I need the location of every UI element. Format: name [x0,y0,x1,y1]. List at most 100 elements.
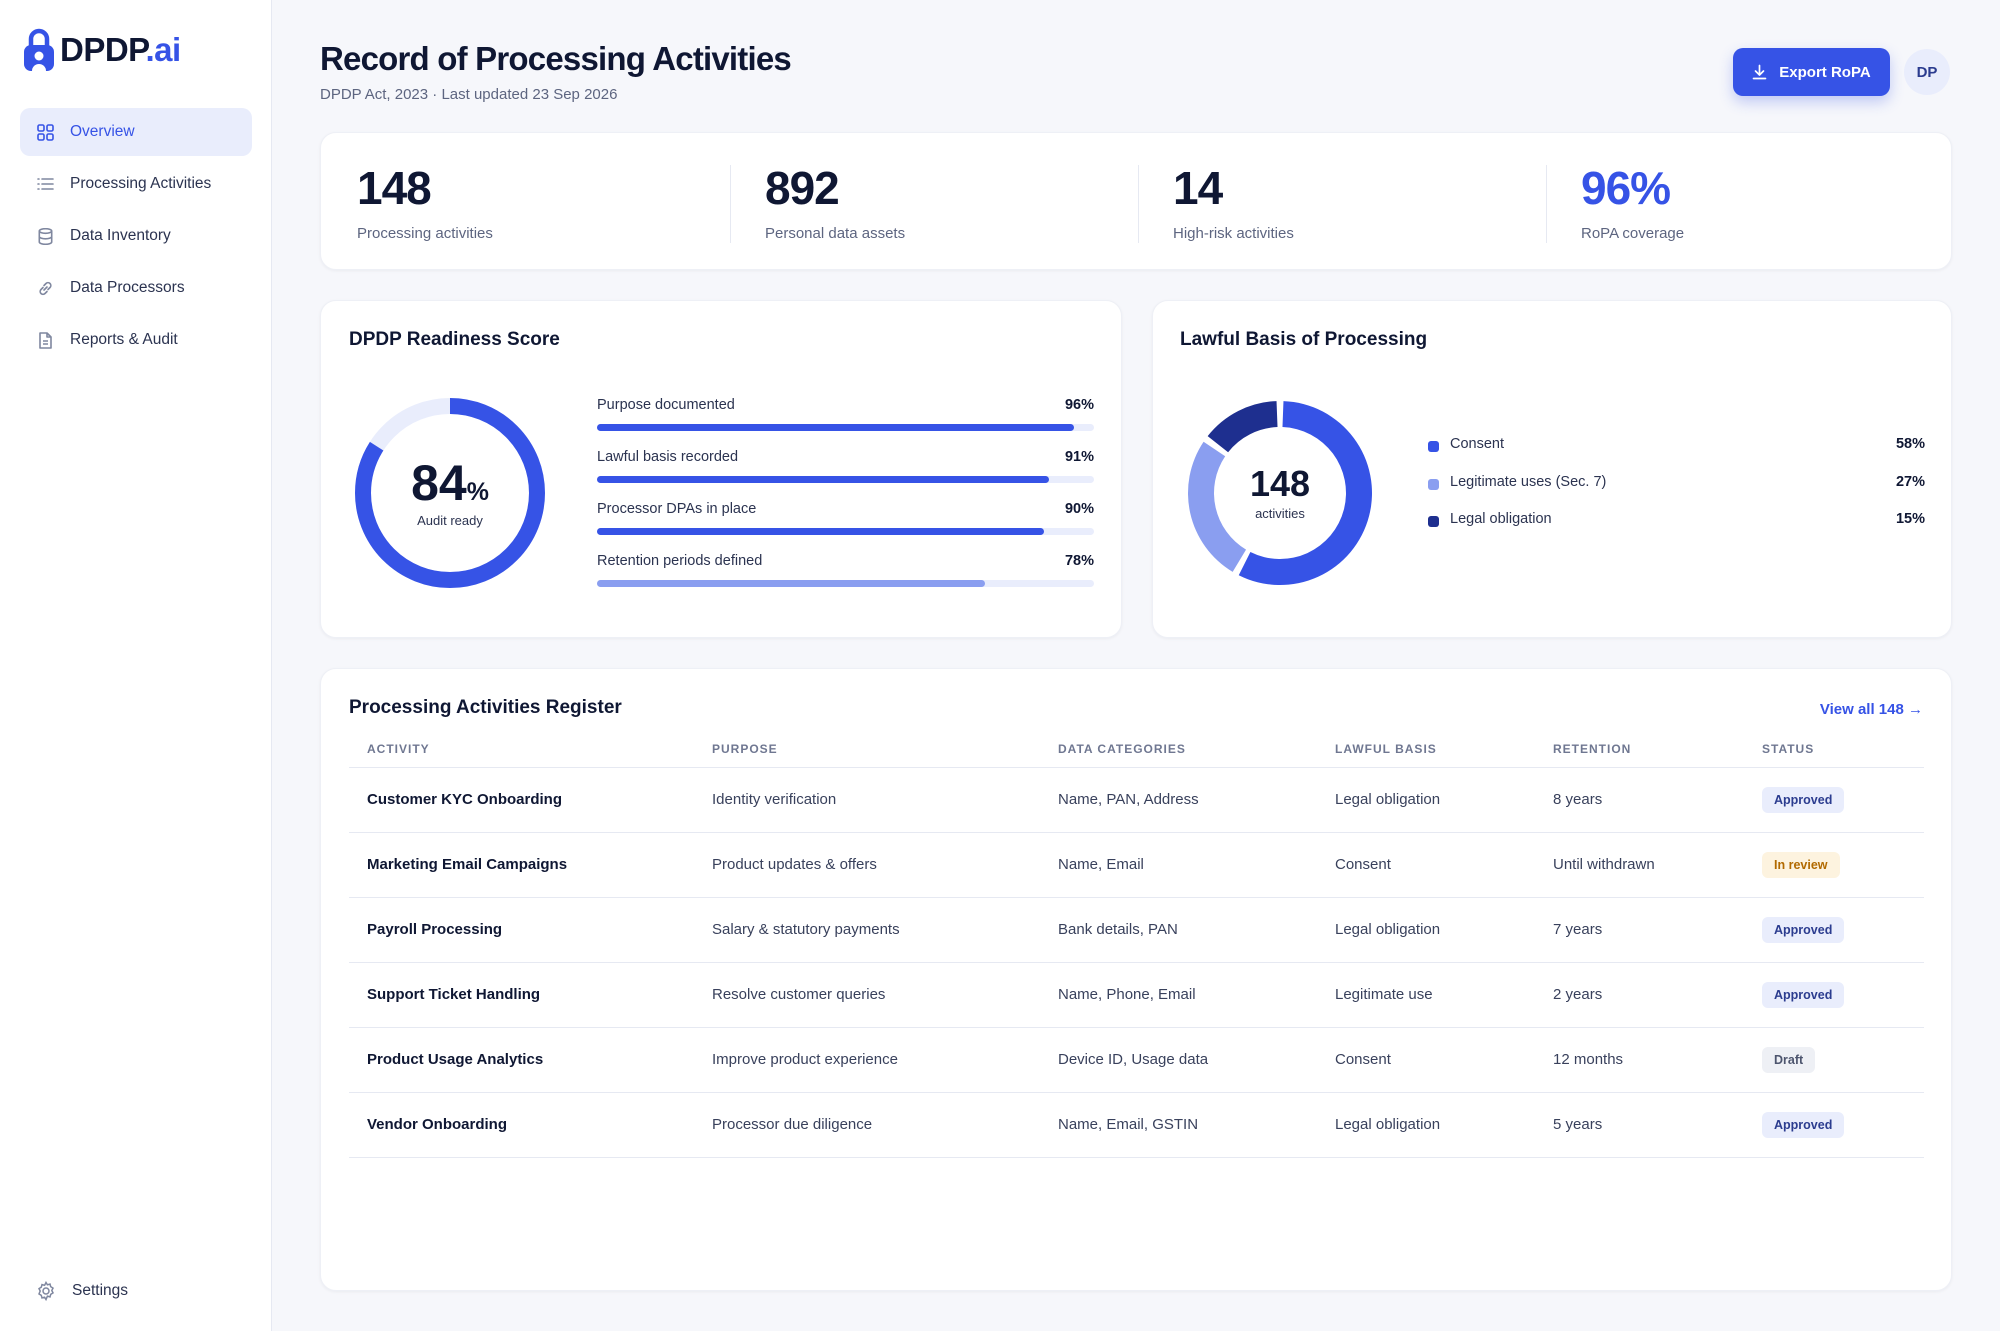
page-title: Record of Processing Activities [320,40,792,77]
stat-ropa-coverage: 96% RoPA coverage [1581,163,1684,242]
cell-purpose: Product updates & offers [694,832,1040,898]
legend-label: Legitimate uses (Sec. 7) [1450,473,1607,490]
table-row[interactable]: Support Ticket Handling Resolve customer… [349,962,1924,1028]
gauge-arc [355,398,545,588]
bar-label: Retention periods defined [597,553,763,569]
cell-retention: 8 years [1535,767,1744,833]
stat-label: Personal data assets [765,225,906,242]
export-ropa-button[interactable]: Export RoPA [1733,48,1890,96]
lawful-basis-donut: 148 activities [1188,401,1372,585]
gauge-value: 84% [411,455,489,511]
settings-label: Settings [72,1282,129,1299]
cell-purpose: Identity verification [694,767,1040,833]
legend-item: Legal obligation 15% [1428,511,1925,549]
sidebar-item-settings[interactable]: Settings [20,1267,252,1315]
legend-value: 58% [1895,436,1925,452]
view-all-link[interactable]: View all 148 → [1819,701,1923,718]
readiness-card: DPDP Readiness Score 84% Audit ready Pur… [320,300,1122,638]
cell-purpose: Processor due diligence [694,1092,1040,1158]
legend-swatch [1428,516,1439,527]
cell-status: Approved [1744,962,1924,1028]
table-row[interactable]: Vendor Onboarding Processor due diligenc… [349,1092,1924,1158]
logo[interactable]: DPDP.ai [22,26,181,74]
cell-basis: Legitimate use [1317,962,1535,1028]
donut-center-value: 148 [1250,463,1310,504]
column-header[interactable]: DATA CATEGORIES [1040,731,1317,768]
donut-segment-consent [1238,401,1372,585]
cell-retention: 5 years [1535,1092,1744,1158]
stat-value: 892 [765,162,840,214]
column-header[interactable]: STATUS [1744,731,1924,768]
cell-categories: Bank details, PAN [1040,897,1317,963]
bar-track [597,424,1094,431]
divider [1138,165,1139,243]
cell-basis: Legal obligation [1317,897,1535,963]
stat-label: High-risk activities [1173,225,1294,242]
bar-track [597,476,1094,483]
table-row[interactable]: Payroll Processing Salary & statutory pa… [349,897,1924,963]
lock-logo-icon [24,28,54,71]
cell-status: Approved [1744,1092,1924,1158]
sidebar-item-label: Data Processors [70,279,185,296]
avatar[interactable]: DP [1904,49,1950,95]
stat-value: 148 [357,162,432,214]
gauge-unit: % [467,478,489,506]
cell-basis: Legal obligation [1317,767,1535,833]
table-row[interactable]: Customer KYC Onboarding Identity verific… [349,767,1924,833]
cell-categories: Name, PAN, Address [1040,767,1317,833]
bar-label: Lawful basis recorded [597,449,739,465]
cell-activity: Payroll Processing [349,897,694,963]
cell-status: In review [1744,832,1924,898]
cell-retention: 12 months [1535,1027,1744,1093]
cell-basis: Legal obligation [1317,1092,1535,1158]
bar-value: 91% [1064,449,1094,465]
bar-label: Processor DPAs in place [597,501,757,517]
sidebar-item-reports-audit[interactable]: Reports & Audit [20,316,252,364]
column-header[interactable]: LAWFUL BASIS [1317,731,1535,768]
status-badge: Approved [1762,1111,1845,1138]
cell-activity: Marketing Email Campaigns [349,832,694,898]
cell-categories: Device ID, Usage data [1040,1027,1317,1093]
legend-item: Legitimate uses (Sec. 7) 27% [1428,474,1925,512]
sidebar-item-data-processors[interactable]: Data Processors [20,264,252,312]
cell-purpose: Salary & statutory payments [694,897,1040,963]
legend-item: Consent 58% [1428,436,1925,474]
sidebar-item-data-inventory[interactable]: Data Inventory [20,212,252,260]
bar-fill [597,580,985,587]
table-row[interactable]: Marketing Email Campaigns Product update… [349,832,1924,898]
readiness-bars: Purpose documented 96% Lawful basis reco… [597,397,1094,605]
gauge-score: 84 [411,455,467,511]
sidebar-item-processing-activities[interactable]: Processing Activities [20,160,252,208]
bar-value: 96% [1064,397,1094,413]
document-icon [36,331,54,349]
readiness-bar: Retention periods defined 78% [597,553,1094,605]
column-header[interactable]: RETENTION [1535,731,1744,768]
divider [1546,165,1547,243]
sidebar-item-label: Data Inventory [70,227,171,244]
readiness-bar: Lawful basis recorded 91% [597,449,1094,501]
sidebar: DPDP.ai Overview Processing Activities D… [0,0,272,1331]
register-card: Processing Activities Register View all … [320,668,1952,1291]
column-header[interactable]: PURPOSE [694,731,1040,768]
cell-categories: Name, Email [1040,832,1317,898]
stat-processing-activities: 148 Processing activities [357,163,493,242]
legend-label: Consent [1450,436,1505,452]
readiness-gauge: 84% Audit ready [355,398,545,588]
cell-status: Approved [1744,767,1924,833]
bar-value: 78% [1064,553,1094,569]
table-row[interactable]: Product Usage Analytics Improve product … [349,1027,1924,1093]
grid-icon [36,123,54,141]
gear-icon [36,1281,56,1301]
column-header[interactable]: ACTIVITY [349,731,694,768]
readiness-bar: Purpose documented 96% [597,397,1094,449]
legend-value: 15% [1895,511,1925,527]
stat-value: 14 [1173,162,1223,214]
table-header-row: ACTIVITY PURPOSE DATA CATEGORIES LAWFUL … [349,731,1924,768]
cell-purpose: Improve product experience [694,1027,1040,1093]
legend-swatch [1428,441,1439,452]
link-icon [36,279,54,297]
sidebar-item-overview[interactable]: Overview [20,108,252,156]
database-icon [36,227,54,245]
cell-categories: Name, Phone, Email [1040,962,1317,1028]
stat-label: Processing activities [357,225,493,242]
